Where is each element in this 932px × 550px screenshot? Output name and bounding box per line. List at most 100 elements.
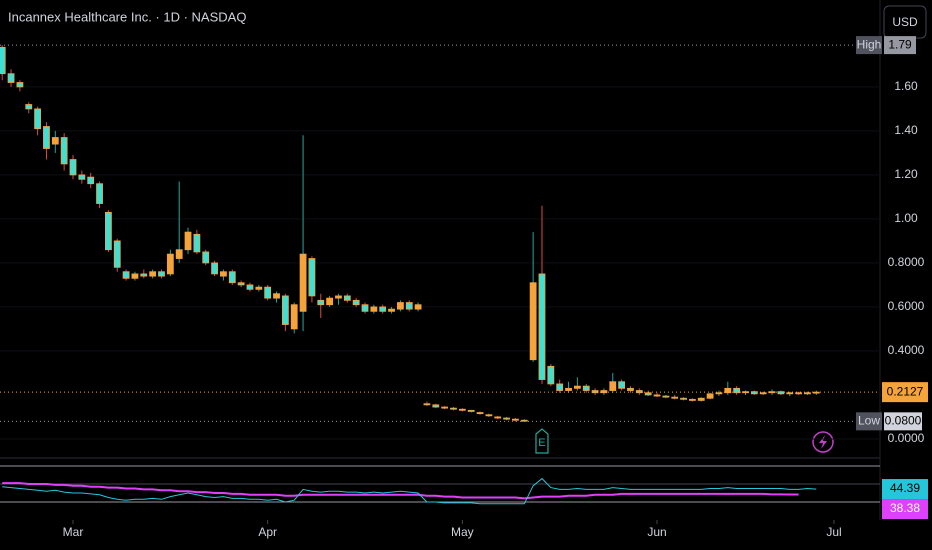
candle-body — [290, 304, 298, 330]
candle-body — [556, 383, 564, 391]
high-value: 1.79 — [888, 37, 912, 51]
candle-body — [414, 304, 422, 310]
candle-body — [388, 308, 395, 312]
currency-label[interactable]: USD — [892, 15, 918, 29]
candle-body — [51, 137, 59, 145]
candle-body — [777, 391, 785, 395]
candle-body — [335, 295, 342, 299]
candle-body — [166, 253, 174, 275]
y-tick-label: 0.6000 — [888, 299, 925, 313]
candle-body — [184, 231, 192, 251]
y-tick-label: 1.60 — [894, 79, 918, 93]
rsi-value: 44.39 — [890, 481, 920, 495]
lightning-icon — [812, 431, 834, 453]
candle-body — [547, 365, 555, 385]
candle-body — [786, 392, 794, 395]
candle-body — [158, 271, 165, 277]
earnings-label: E — [538, 437, 545, 449]
date-axis-bg — [0, 520, 932, 550]
candle-body — [467, 409, 475, 412]
candle-body — [352, 299, 360, 306]
candle-body — [281, 295, 289, 325]
candle-body — [43, 126, 50, 149]
candle-body — [529, 282, 537, 361]
candle-body — [573, 385, 581, 389]
candle-body — [175, 249, 183, 259]
x-tick-label: Jul — [826, 525, 841, 539]
low-tag-label: Low — [858, 414, 880, 428]
candle-body — [538, 273, 546, 380]
candle-body — [750, 391, 758, 395]
candle-body — [16, 82, 24, 88]
candle-body — [343, 295, 351, 301]
candle-body — [458, 408, 466, 411]
y-tick-label: 1.40 — [894, 123, 918, 137]
candle-body — [228, 271, 236, 284]
candle-body — [361, 304, 369, 312]
candle-body — [405, 302, 413, 310]
candle-body — [202, 251, 210, 264]
candle-body — [591, 390, 599, 394]
candle-body — [317, 299, 325, 306]
high-tag — [856, 36, 882, 55]
candle-body — [512, 418, 519, 421]
candle-body — [193, 233, 201, 253]
low-value-box — [884, 412, 922, 431]
candle-body — [742, 391, 749, 394]
y-tick-label: 0.8000 — [888, 255, 925, 269]
candle-body — [671, 396, 679, 399]
candle-body — [441, 406, 449, 409]
candle-body — [397, 302, 404, 310]
low-tag — [856, 412, 882, 431]
candle-body — [211, 262, 218, 275]
candle-body — [273, 293, 280, 299]
chart-title: Incannex Healthcare Inc. · 1D · NASDAQ — [8, 9, 246, 24]
candle-body — [724, 387, 732, 394]
candle-body — [476, 412, 484, 415]
candle-body — [237, 282, 245, 286]
candle-body — [131, 273, 139, 279]
candle-body — [627, 387, 634, 391]
y-tick-label: 1.20 — [894, 167, 918, 181]
candle-body — [370, 306, 378, 312]
candle-body — [326, 297, 334, 306]
candle-body — [25, 104, 33, 110]
candle-body — [759, 392, 767, 395]
candle-body — [379, 306, 387, 312]
x-tick-label: Apr — [258, 525, 277, 539]
y-tick-label: 0.4000 — [888, 343, 925, 357]
low-value: 0.0800 — [885, 414, 922, 428]
candle-body — [644, 392, 652, 396]
candle-body — [565, 387, 572, 391]
candle-body — [308, 258, 316, 297]
candle-body — [804, 392, 811, 395]
rsi-ma-line — [2, 482, 799, 500]
candle-body — [697, 397, 705, 401]
candle-body — [635, 390, 643, 394]
candle-body — [140, 273, 148, 277]
candle-body — [96, 183, 103, 204]
last-price: 0.2127 — [887, 384, 924, 398]
rsi-ma-value: 38.38 — [890, 501, 920, 515]
candle-body — [503, 417, 510, 420]
candle-body — [264, 286, 272, 299]
candle-body — [582, 385, 590, 391]
y-tick-label: 0.0000 — [888, 431, 925, 445]
candle-body — [69, 159, 77, 176]
candle-body — [149, 271, 157, 277]
rsi-ma-value-box — [882, 499, 928, 520]
high-value-box — [884, 36, 916, 55]
candle-body — [618, 381, 626, 389]
candle-body — [104, 211, 112, 251]
candle-body — [795, 392, 802, 395]
candle-body — [113, 240, 121, 268]
candle-body — [485, 414, 493, 417]
candle-body — [432, 404, 440, 408]
candle-body — [733, 387, 741, 394]
candle-body — [0, 46, 6, 75]
candle-body — [450, 407, 457, 410]
last-price-box — [882, 382, 928, 403]
x-tick-label: May — [451, 525, 474, 539]
y-tick-label: 1.00 — [894, 211, 918, 225]
